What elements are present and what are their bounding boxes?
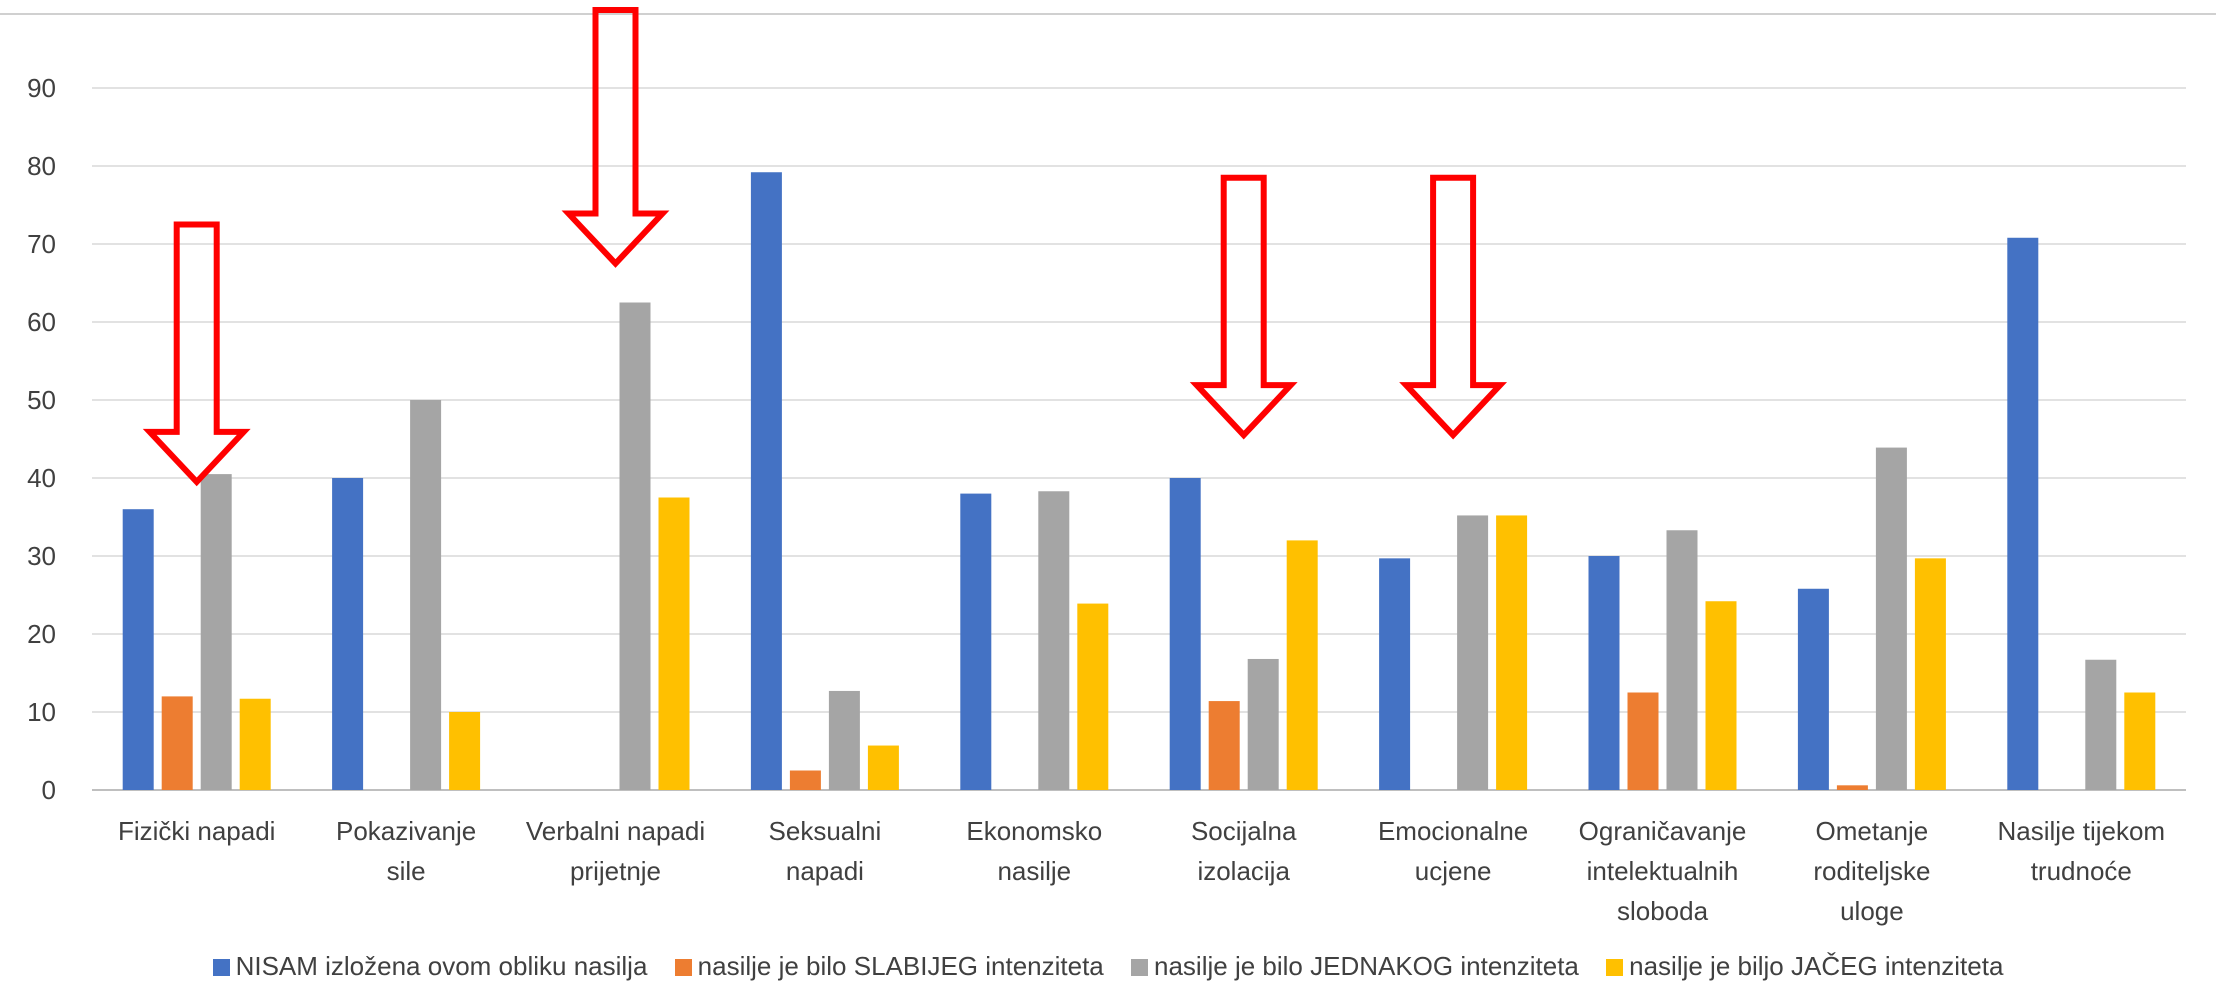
down-arrow-annotation <box>1399 174 1508 440</box>
legend-label: NISAM izložena ovom obliku nasilja <box>235 951 648 981</box>
bar-jaceg <box>239 698 271 790</box>
legend-item-nisam: NISAM izložena ovom obliku nasilja <box>212 951 648 982</box>
x-tick-label: Emocionalne <box>1378 816 1528 846</box>
bar-slabijeg <box>1836 785 1868 790</box>
bar-slabijeg <box>1627 692 1659 790</box>
legend-swatch-yellow <box>1606 959 1624 976</box>
x-tick-label: roditeljske <box>1813 856 1930 886</box>
y-tick-label: 0 <box>42 775 56 805</box>
y-tick-label: 10 <box>27 697 56 727</box>
x-tick-label: prijetnje <box>570 856 661 886</box>
x-tick-label: Socijalna <box>1191 816 1297 846</box>
x-tick-label: napadi <box>786 856 864 886</box>
bar-nisam <box>960 493 992 790</box>
bar-jaceg <box>1705 601 1737 790</box>
bar-slabijeg <box>1208 701 1240 790</box>
bar-jednakog <box>1666 530 1698 790</box>
bar-jednakog <box>1247 658 1279 790</box>
bar-jaceg <box>2124 692 2156 790</box>
bar-jednakog <box>619 302 651 790</box>
legend-label: nasilje je bilo JEDNAKOG intenziteta <box>1154 951 1579 981</box>
bar-jednakog <box>828 690 860 790</box>
x-tick-label: Ograničavanje <box>1579 816 1747 846</box>
y-tick-label: 20 <box>27 619 56 649</box>
bar-jednakog <box>1038 491 1070 790</box>
x-tick-label: Seksualni <box>769 816 882 846</box>
x-tick-label: Ometanje <box>1816 816 1929 846</box>
down-arrow-annotation <box>561 7 670 268</box>
bar-jednakog <box>200 474 232 790</box>
bar-jaceg <box>867 745 899 790</box>
legend: NISAM izložena ovom obliku nasilja nasil… <box>0 951 2216 982</box>
y-tick-label: 70 <box>27 229 56 259</box>
bar-jaceg <box>1077 603 1109 790</box>
bar-nisam <box>332 478 364 790</box>
y-tick-label: 50 <box>27 385 56 415</box>
bar-jaceg <box>1914 558 1946 790</box>
y-tick-label: 60 <box>27 307 56 337</box>
down-arrow-annotation <box>1189 174 1298 440</box>
y-tick-label: 90 <box>27 73 56 103</box>
bar-slabijeg <box>789 770 821 790</box>
legend-item-jednakog: nasilje je bilo JEDNAKOG intenziteta <box>1131 951 1579 982</box>
bar-slabijeg <box>161 696 193 790</box>
x-tick-label: ucjene <box>1415 856 1492 886</box>
x-tick-label: trudnoće <box>2031 856 2132 886</box>
x-tick-label: nasilje <box>997 856 1071 886</box>
y-tick-label: 40 <box>27 463 56 493</box>
bar-jednakog <box>1457 515 1489 790</box>
y-tick-label: 80 <box>27 151 56 181</box>
bar-jednakog <box>2085 659 2117 790</box>
x-tick-label: Verbalni napadi <box>526 816 705 846</box>
bar-nisam <box>2007 237 2039 790</box>
x-tick-label: sloboda <box>1617 896 1709 926</box>
legend-label: nasilje je bilo SLABIJEG intenziteta <box>697 951 1104 981</box>
legend-swatch-blue <box>212 959 230 976</box>
legend-swatch-gray <box>1131 959 1149 976</box>
legend-label: nasilje je biljo JAČEG intenziteta <box>1629 951 2004 981</box>
bar-jaceg <box>1286 540 1318 790</box>
bar-nisam <box>1169 478 1201 790</box>
y-tick-label: 30 <box>27 541 56 571</box>
x-tick-label: Nasilje tijekom <box>1997 816 2165 846</box>
down-arrow-annotation <box>142 221 251 487</box>
x-tick-label: Fizički napadi <box>118 816 276 846</box>
legend-item-jaceg: nasilje je biljo JAČEG intenziteta <box>1606 951 2003 982</box>
x-tick-label: sile <box>387 856 426 886</box>
bar-nisam <box>122 509 154 790</box>
bar-jaceg <box>1496 515 1528 790</box>
bar-nisam <box>1379 558 1411 790</box>
x-tick-label: intelektualnih <box>1587 856 1739 886</box>
bar-jaceg <box>658 497 690 790</box>
x-tick-label: izolacija <box>1197 856 1290 886</box>
legend-swatch-orange <box>674 959 692 976</box>
legend-item-slabijeg: nasilje je bilo SLABIJEG intenziteta <box>674 951 1104 982</box>
bar-nisam <box>750 172 782 791</box>
bar-nisam <box>1797 588 1829 790</box>
x-tick-label: Pokazivanje <box>336 816 476 846</box>
bar-jaceg <box>449 712 481 790</box>
x-tick-label: uloge <box>1840 896 1904 926</box>
x-tick-label: Ekonomsko <box>966 816 1102 846</box>
bar-jednakog <box>410 400 442 790</box>
bar-nisam <box>1588 556 1620 790</box>
bar-jednakog <box>1875 447 1907 790</box>
